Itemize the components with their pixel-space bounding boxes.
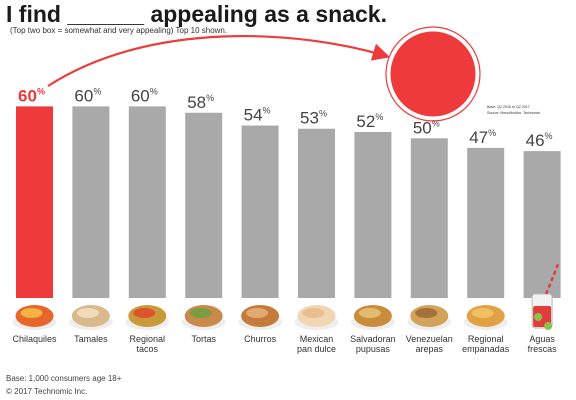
chart-title: I find ______ appealing as a snack.	[6, 1, 387, 27]
torta-icon	[181, 305, 226, 330]
bar-chilaquiles	[16, 106, 53, 298]
value-label-salvadoran-pupusas: 52%	[356, 112, 383, 131]
category-label-mexican-pan-dulce-line1: Mexican	[300, 334, 334, 344]
category-label-tamales: Tamales	[74, 334, 108, 344]
churros-icon	[238, 305, 283, 330]
bar-aguas-frescas	[523, 151, 561, 298]
category-label-venezuelan-arepas-line1: Venezuelan	[406, 334, 453, 344]
footer-copyright: © 2017 Technomic Inc.	[6, 387, 87, 396]
bar-churros	[241, 125, 279, 298]
food-icons-group	[12, 263, 560, 330]
category-label-venezuelan-arepas-line2: arepas	[416, 344, 444, 354]
value-label-aguas-frescas: 46%	[526, 131, 553, 150]
category-label-regional-empanadas-line2: empanadas	[462, 344, 510, 354]
empanadas-icon	[463, 305, 508, 330]
bar-venezuelan-arepas	[410, 138, 448, 298]
category-label-regional-tacos-line2: tacos	[137, 344, 159, 354]
bar-tamales	[72, 106, 110, 298]
arepas-icon	[407, 305, 452, 330]
footer-base: Base: 1,000 consumers age 18+	[6, 374, 122, 383]
chilaquiles-icon	[12, 305, 57, 330]
category-label-salvadoran-pupusas-line1: Salvadoran	[350, 334, 396, 344]
chart-subtitle: (Top two box = somewhat and very appeali…	[10, 26, 227, 35]
tamales-icon	[68, 305, 113, 330]
bar-tortas	[185, 112, 223, 298]
category-label-tortas: Tortas	[191, 334, 216, 344]
category-label-churros: Churros	[244, 334, 277, 344]
bars-group	[16, 106, 561, 298]
aguas-frescas-icon	[531, 263, 560, 330]
pupusas-icon	[350, 305, 395, 330]
value-label-tamales: 60%	[74, 86, 101, 105]
value-label-regional-tacos: 60%	[131, 86, 158, 105]
value-label-churros: 54%	[244, 106, 271, 125]
bar-salvadoran-pupusas	[354, 131, 392, 298]
value-label-regional-empanadas: 47%	[469, 128, 496, 147]
value-label-chilaquiles: 60%	[18, 86, 45, 105]
callout-badge: MENUMENTIONS OFCHILAQUILESARE UP 9.4%YEA…	[385, 26, 481, 122]
bar-mexican-pan-dulce	[298, 128, 335, 298]
value-label-tortas: 58%	[187, 93, 214, 112]
source-note-line1: Base: Q2 2016 to Q2 2017	[487, 105, 530, 109]
category-label-aguas-frescas-line1: Aguas	[529, 334, 555, 344]
category-label-salvadoran-pupusas-line2: pupusas	[356, 344, 391, 354]
category-label-regional-empanadas-line1: Regional	[468, 334, 504, 344]
category-label-regional-tacos-line1: Regional	[130, 334, 166, 344]
category-label-mexican-pan-dulce-line2: pan dulce	[297, 344, 336, 354]
source-note-line2: Source: MenuMonitor, Technomic	[487, 111, 540, 115]
bar-regional-empanadas	[467, 147, 505, 298]
callout-arrow	[47, 34, 391, 87]
category-label-aguas-frescas-line2: frescas	[528, 344, 558, 354]
bar-regional-tacos	[128, 106, 166, 298]
tacos-icon	[125, 305, 170, 330]
pan-dulce-icon	[294, 305, 339, 330]
category-label-chilaquiles: Chilaquiles	[12, 334, 57, 344]
value-label-mexican-pan-dulce: 53%	[300, 109, 327, 128]
